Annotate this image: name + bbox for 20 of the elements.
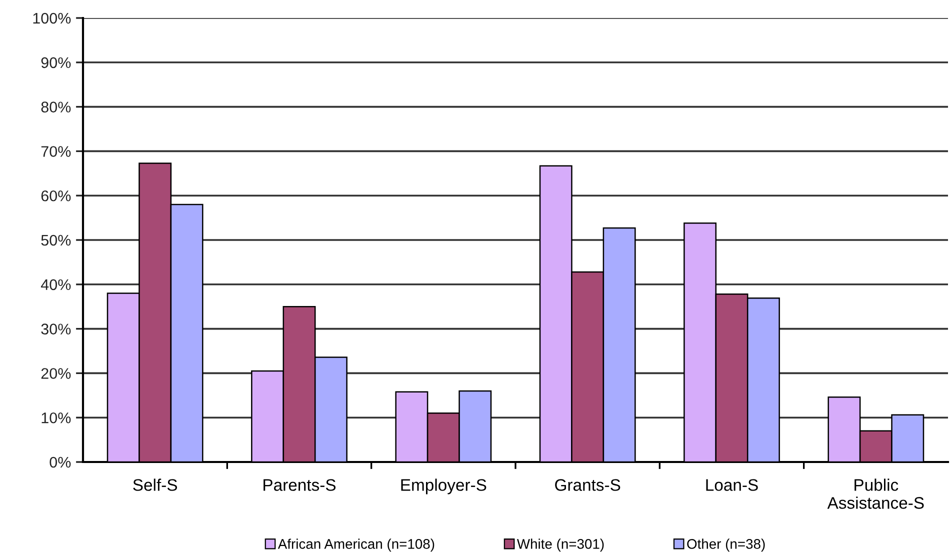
- y-tick-label: 60%: [41, 190, 71, 202]
- legend-label: African American (n=108): [278, 538, 434, 552]
- y-tick-label: 90%: [41, 57, 71, 68]
- legend-label: White (n=301): [516, 538, 604, 552]
- y-tick-label: 0%: [50, 456, 71, 468]
- x-tick-label: Loan-S: [706, 479, 758, 491]
- y-tick-label: 80%: [41, 102, 71, 112]
- y-tick-label: 30%: [41, 324, 71, 334]
- legend-label: Other (n=38): [687, 538, 765, 552]
- y-tick-label: 70%: [41, 146, 71, 157]
- x-tick-label: Self-S: [133, 478, 178, 491]
- y-tick-label: 50%: [41, 234, 71, 246]
- x-tick-label: Parents-S: [264, 479, 336, 491]
- x-tick-label: Employer-S: [401, 478, 486, 494]
- x-tick-label: Public Assistance-S: [827, 478, 924, 509]
- x-tick-label: Grants-S: [555, 479, 620, 491]
- y-tick-label: 100%: [33, 12, 71, 24]
- y-tick-label: 20%: [41, 368, 71, 379]
- y-tick-label: 40%: [40, 279, 71, 290]
- y-tick-label: 10%: [42, 412, 71, 424]
